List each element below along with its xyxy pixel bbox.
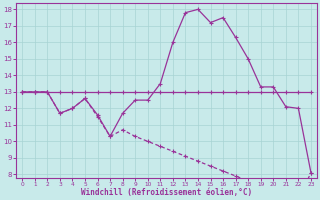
X-axis label: Windchill (Refroidissement éolien,°C): Windchill (Refroidissement éolien,°C)	[81, 188, 252, 197]
